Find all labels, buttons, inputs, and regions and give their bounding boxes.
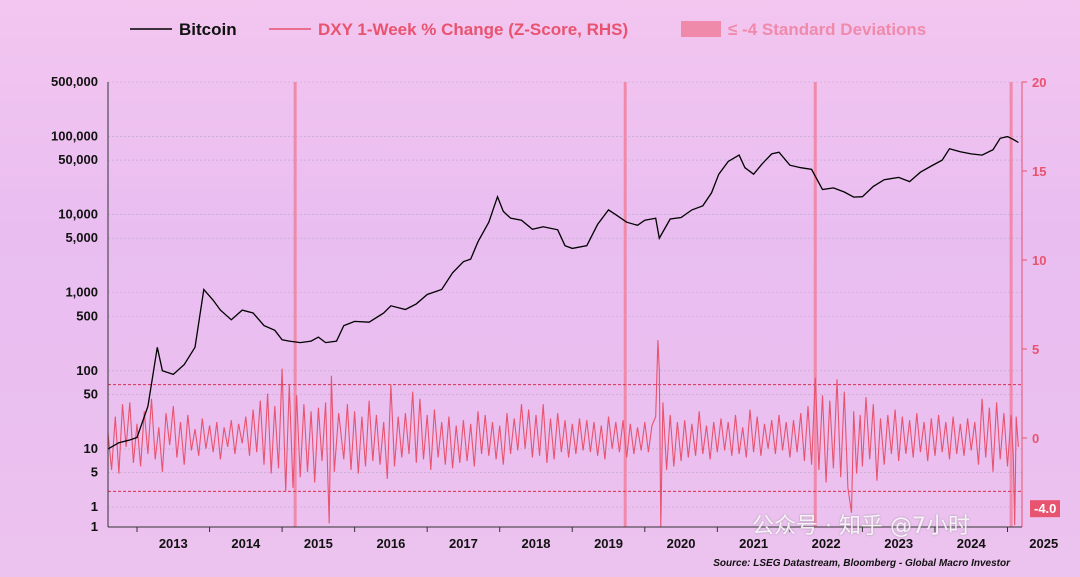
right-tick-label: 0 bbox=[1032, 431, 1039, 446]
dxy-series bbox=[107, 340, 1019, 528]
source-note: Source: LSEG Datastream, Bloomberg - Glo… bbox=[713, 558, 1011, 569]
legend: Bitcoin DXY 1-Week % Change (Z-Score, RH… bbox=[130, 20, 926, 39]
legend-dxy-label: DXY 1-Week % Change (Z-Score, RHS) bbox=[318, 20, 628, 39]
right-tick-label: 5 bbox=[1032, 342, 1039, 357]
x-tick-label: 2025 bbox=[1029, 536, 1058, 551]
x-tick-label: 2014 bbox=[231, 536, 261, 551]
x-tick-label: 2015 bbox=[304, 536, 333, 551]
left-tick-label: 500 bbox=[76, 308, 98, 323]
x-tick-label: 2022 bbox=[812, 536, 841, 551]
std-dev-band bbox=[813, 82, 817, 527]
left-axis-ticks: 1 1 5 10 50 100 500 1,000 5,000 10,000 50,000 100,0… bbox=[51, 74, 98, 534]
std-dev-band bbox=[293, 82, 297, 527]
bitcoin-line bbox=[107, 135, 1019, 450]
left-tick-label: 10 bbox=[84, 441, 98, 456]
legend-band-swatch bbox=[681, 21, 721, 37]
x-tick-label: 2021 bbox=[739, 536, 768, 551]
left-tick-label: 50 bbox=[84, 386, 98, 401]
left-tick-label: 10,000 bbox=[58, 207, 98, 222]
threshold-lines bbox=[108, 384, 1022, 492]
right-tick-label: 20 bbox=[1032, 75, 1046, 90]
legend-bitcoin-label: Bitcoin bbox=[179, 20, 237, 39]
watermark: 公众号 · 知乎 @7小时 bbox=[752, 514, 970, 539]
left-tick-label: 500,000 bbox=[51, 74, 98, 89]
left-tick-label: 50,000 bbox=[58, 152, 98, 167]
std-dev-band bbox=[623, 82, 627, 527]
right-tick-label: 15 bbox=[1032, 164, 1046, 179]
x-tick-label: 2019 bbox=[594, 536, 623, 551]
left-tick-label: 1 bbox=[91, 519, 98, 534]
x-tick-label: 2016 bbox=[376, 536, 405, 551]
x-tick-label: 2017 bbox=[449, 536, 478, 551]
left-tick-label: 100 bbox=[76, 363, 98, 378]
x-tick-label: 2013 bbox=[159, 536, 188, 551]
x-tick-label: 2018 bbox=[522, 536, 551, 551]
dxy-line bbox=[107, 340, 1019, 528]
std-dev-bands bbox=[293, 82, 1013, 527]
bitcoin-series bbox=[107, 135, 1019, 450]
x-tick-label: 2023 bbox=[884, 536, 913, 551]
right-highlight-label: -4.0 bbox=[1034, 501, 1056, 516]
x-tick-label: 2024 bbox=[957, 536, 987, 551]
left-tick-label: 1 bbox=[91, 499, 98, 514]
right-highlight-badge bbox=[1030, 500, 1060, 518]
std-dev-band bbox=[1009, 82, 1013, 527]
right-tick-label: 10 bbox=[1032, 253, 1046, 268]
axes bbox=[107, 82, 1023, 528]
gridlines bbox=[108, 81, 1022, 508]
left-tick-label: 5,000 bbox=[65, 230, 98, 245]
x-tick-label: 2020 bbox=[667, 536, 696, 551]
x-axis-ticks: 2013 2014 2015 2016 2017 2018 2019 2020 2021 2022… bbox=[136, 527, 1058, 551]
legend-band-label: ≤ -4 Standard Deviations bbox=[728, 20, 926, 39]
right-axis-ticks: 0 5 10 15 20 -4.0 bbox=[1022, 75, 1060, 518]
left-tick-label: 1,000 bbox=[65, 285, 98, 300]
left-tick-label: 5 bbox=[91, 464, 98, 479]
left-tick-label: 100,000 bbox=[51, 129, 98, 144]
